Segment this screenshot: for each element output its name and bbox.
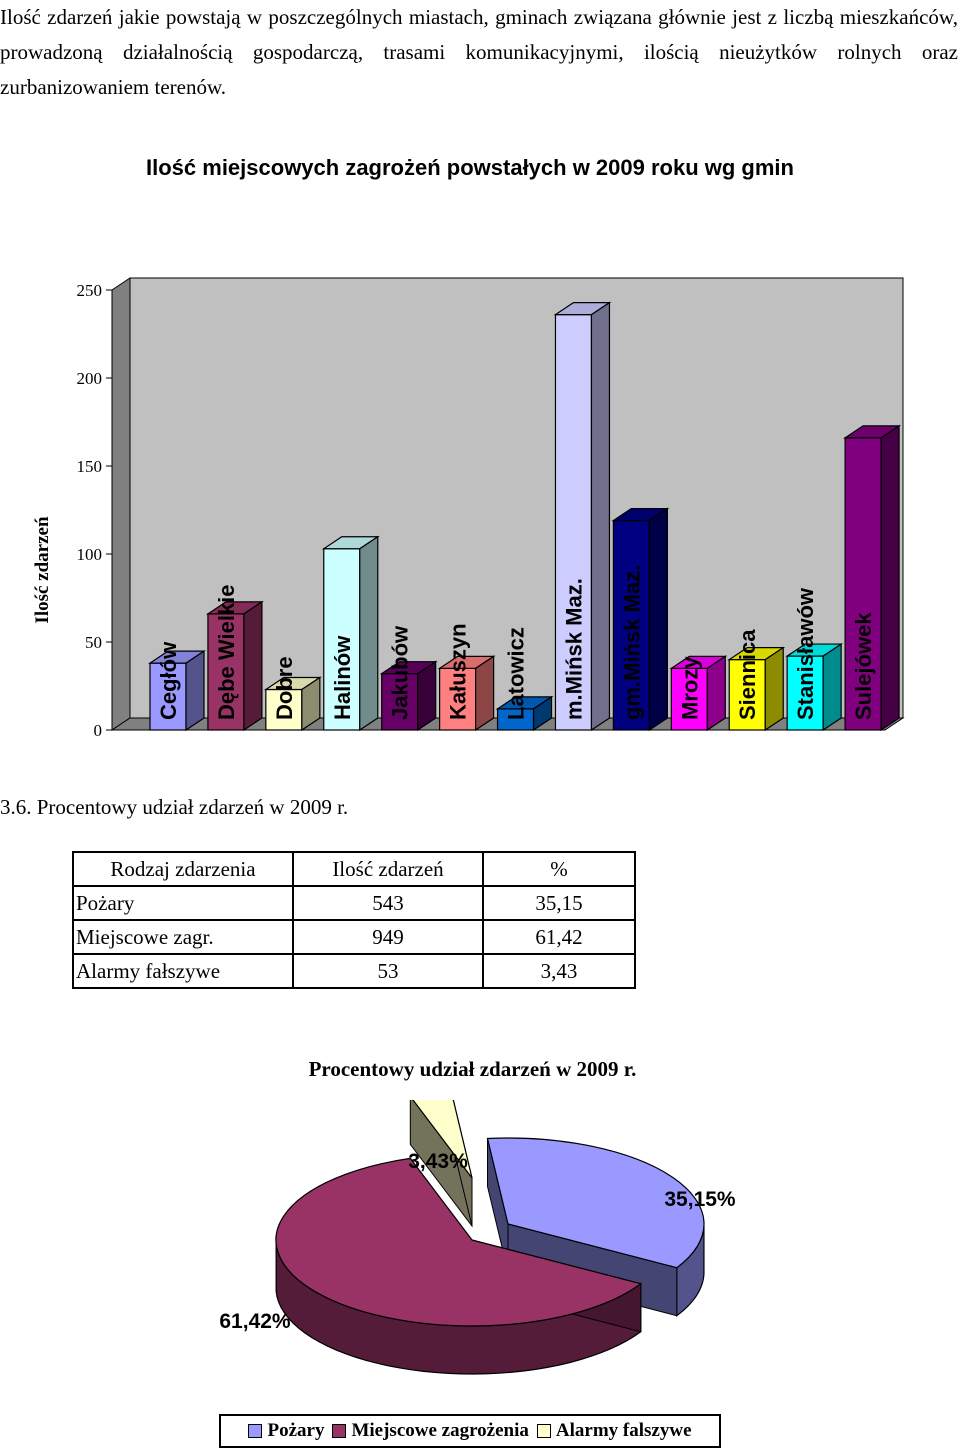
bar-chart-y-axis-label: Ilość zdarzeń: [32, 516, 53, 624]
section-heading: 3.6. Procentowy udział zdarzeń w 2009 r.: [0, 795, 349, 819]
bar-side: [706, 655, 726, 732]
legend-item: Miejscowe zagrożenia: [332, 1420, 529, 1442]
legend-label: Alarmy falszywe: [555, 1420, 692, 1441]
table-cell: 35,15: [482, 885, 636, 921]
bar: Dębe Wielkie: [205, 584, 264, 732]
bar: Jakubów: [379, 625, 438, 732]
pie-slice: [275, 1157, 643, 1327]
table-row: Pożary 543 35,15: [72, 885, 636, 921]
pie-data-label: 35,15%: [664, 1188, 736, 1211]
table-cell: Alarmy fałszywe: [72, 953, 294, 989]
pie-slice: [486, 1137, 705, 1269]
pie-slice: [412, 1100, 473, 1179]
table-cell: 543: [292, 885, 484, 921]
category-label: gm.Mińsk Maz.: [619, 565, 644, 720]
bar-front: [149, 662, 187, 731]
bar-front: [439, 667, 477, 731]
bar: Sulejówek: [843, 424, 902, 732]
bar: Halinów: [321, 535, 380, 732]
table-header: %: [482, 851, 636, 887]
category-label: Mrozy: [677, 656, 702, 720]
legend-label: Pożary: [267, 1420, 325, 1441]
bar-chart-bars: Cegłów Dębe Wielkie Dobre Halinów Jakubów Kał…: [148, 301, 902, 732]
category-label: Dębe Wielkie: [214, 584, 239, 720]
bar: Cegłów: [148, 641, 206, 732]
bar-side: [417, 660, 437, 732]
pie-chart-title: Procentowy udział zdarzeń w 2009 r.: [308, 1057, 637, 1081]
legend-swatch: [248, 1424, 263, 1438]
category-label: m.Mińsk Maz.: [561, 578, 586, 720]
bar-side: [764, 646, 784, 732]
bar-side: [185, 649, 205, 732]
bar-side: [590, 301, 611, 732]
y-tick-label: 0: [94, 721, 103, 740]
bar-front: [323, 548, 361, 731]
table-row: Miejscowe zagr. 949 61,42: [72, 919, 636, 955]
category-label: Stanisławów: [793, 587, 818, 720]
bar-side: [301, 676, 321, 732]
table-cell: 61,42: [482, 919, 636, 955]
bar-front: [612, 519, 650, 731]
bar: Mrozy: [669, 655, 728, 732]
table-cell: Pożary: [72, 885, 294, 921]
category-label: Dobre: [272, 656, 297, 720]
table-cell: Miejscowe zagr.: [72, 919, 294, 955]
pie-data-label: 61,42%: [219, 1310, 291, 1333]
legend-swatch: [536, 1424, 551, 1438]
legend-label: Miejscowe zagrożenia: [351, 1420, 529, 1441]
intro-paragraph: Ilość zdarzeń jakie powstają w poszczegó…: [0, 5, 958, 99]
category-label: Jakubów: [388, 625, 413, 720]
table-row: Alarmy fałszywe 53 3,43: [72, 953, 636, 989]
bar-front: [670, 667, 708, 731]
bar-side: [532, 695, 553, 732]
y-tick-label: 100: [77, 545, 103, 564]
category-label: Sulejówek: [851, 612, 876, 720]
y-tick-label: 200: [77, 369, 103, 388]
bar: gm.Mińsk Maz.: [611, 507, 670, 732]
category-label: Kałuszyn: [446, 623, 471, 720]
y-tick-label: 250: [77, 281, 103, 300]
bar: m.Mińsk Maz.: [553, 301, 612, 732]
chart-side-wall: [111, 277, 131, 731]
category-label: Halinów: [330, 635, 355, 720]
table-cell: 53: [292, 953, 484, 989]
bar-side: [880, 424, 900, 732]
bar: Siennica: [727, 629, 786, 732]
pie-data-label: 3,43%: [408, 1150, 468, 1173]
bar-side: [822, 642, 842, 732]
legend-item: Alarmy falszywe: [536, 1420, 692, 1442]
table-header: Ilość zdarzeń: [292, 851, 484, 887]
stats-table: Rodzaj zdarzenia Ilość zdarzeń % Pożary …: [72, 851, 636, 989]
table-header-row: Rodzaj zdarzenia Ilość zdarzeń %: [72, 851, 636, 887]
bar: Dobre: [263, 656, 322, 732]
legend-swatch: [332, 1424, 347, 1438]
legend-item: Pożary: [248, 1420, 324, 1442]
bar-front: [207, 613, 245, 731]
category-label: Cegłów: [156, 641, 181, 720]
pie-chart-slices: 35,15% 61,42% 3,43%: [219, 1100, 736, 1375]
table-cell: 949: [292, 919, 484, 955]
bar-side: [475, 655, 495, 732]
bar-side: [648, 507, 668, 732]
bar-front: [265, 688, 303, 731]
bar-chart: 0 50 100 150 200 250 Cegłów Dębe Wielkie Dobre H…: [32, 277, 905, 740]
category-label: Latowicz: [504, 627, 529, 720]
table-header: Rodzaj zdarzenia: [72, 851, 294, 887]
bar-side: [243, 600, 263, 732]
bar-front: [728, 659, 766, 731]
pie-legend: Pożary Miejscowe zagrożenia Alarmy falsz…: [219, 1414, 721, 1448]
bar: Stanisławów: [785, 587, 844, 732]
category-label: Siennica: [735, 629, 760, 720]
bar-front: [554, 314, 593, 731]
bar: Latowicz: [495, 627, 554, 732]
y-tick-label: 50: [85, 633, 102, 652]
y-tick-label: 150: [77, 457, 103, 476]
bar-chart-title: Ilość miejscowych zagrożeń powstałych w …: [146, 155, 794, 180]
bar-side: [359, 535, 379, 732]
table-cell: 3,43: [482, 953, 636, 989]
pie-chart: 35,15% 61,42% 3,43%: [219, 1100, 736, 1375]
bar: Kałuszyn: [437, 623, 496, 732]
